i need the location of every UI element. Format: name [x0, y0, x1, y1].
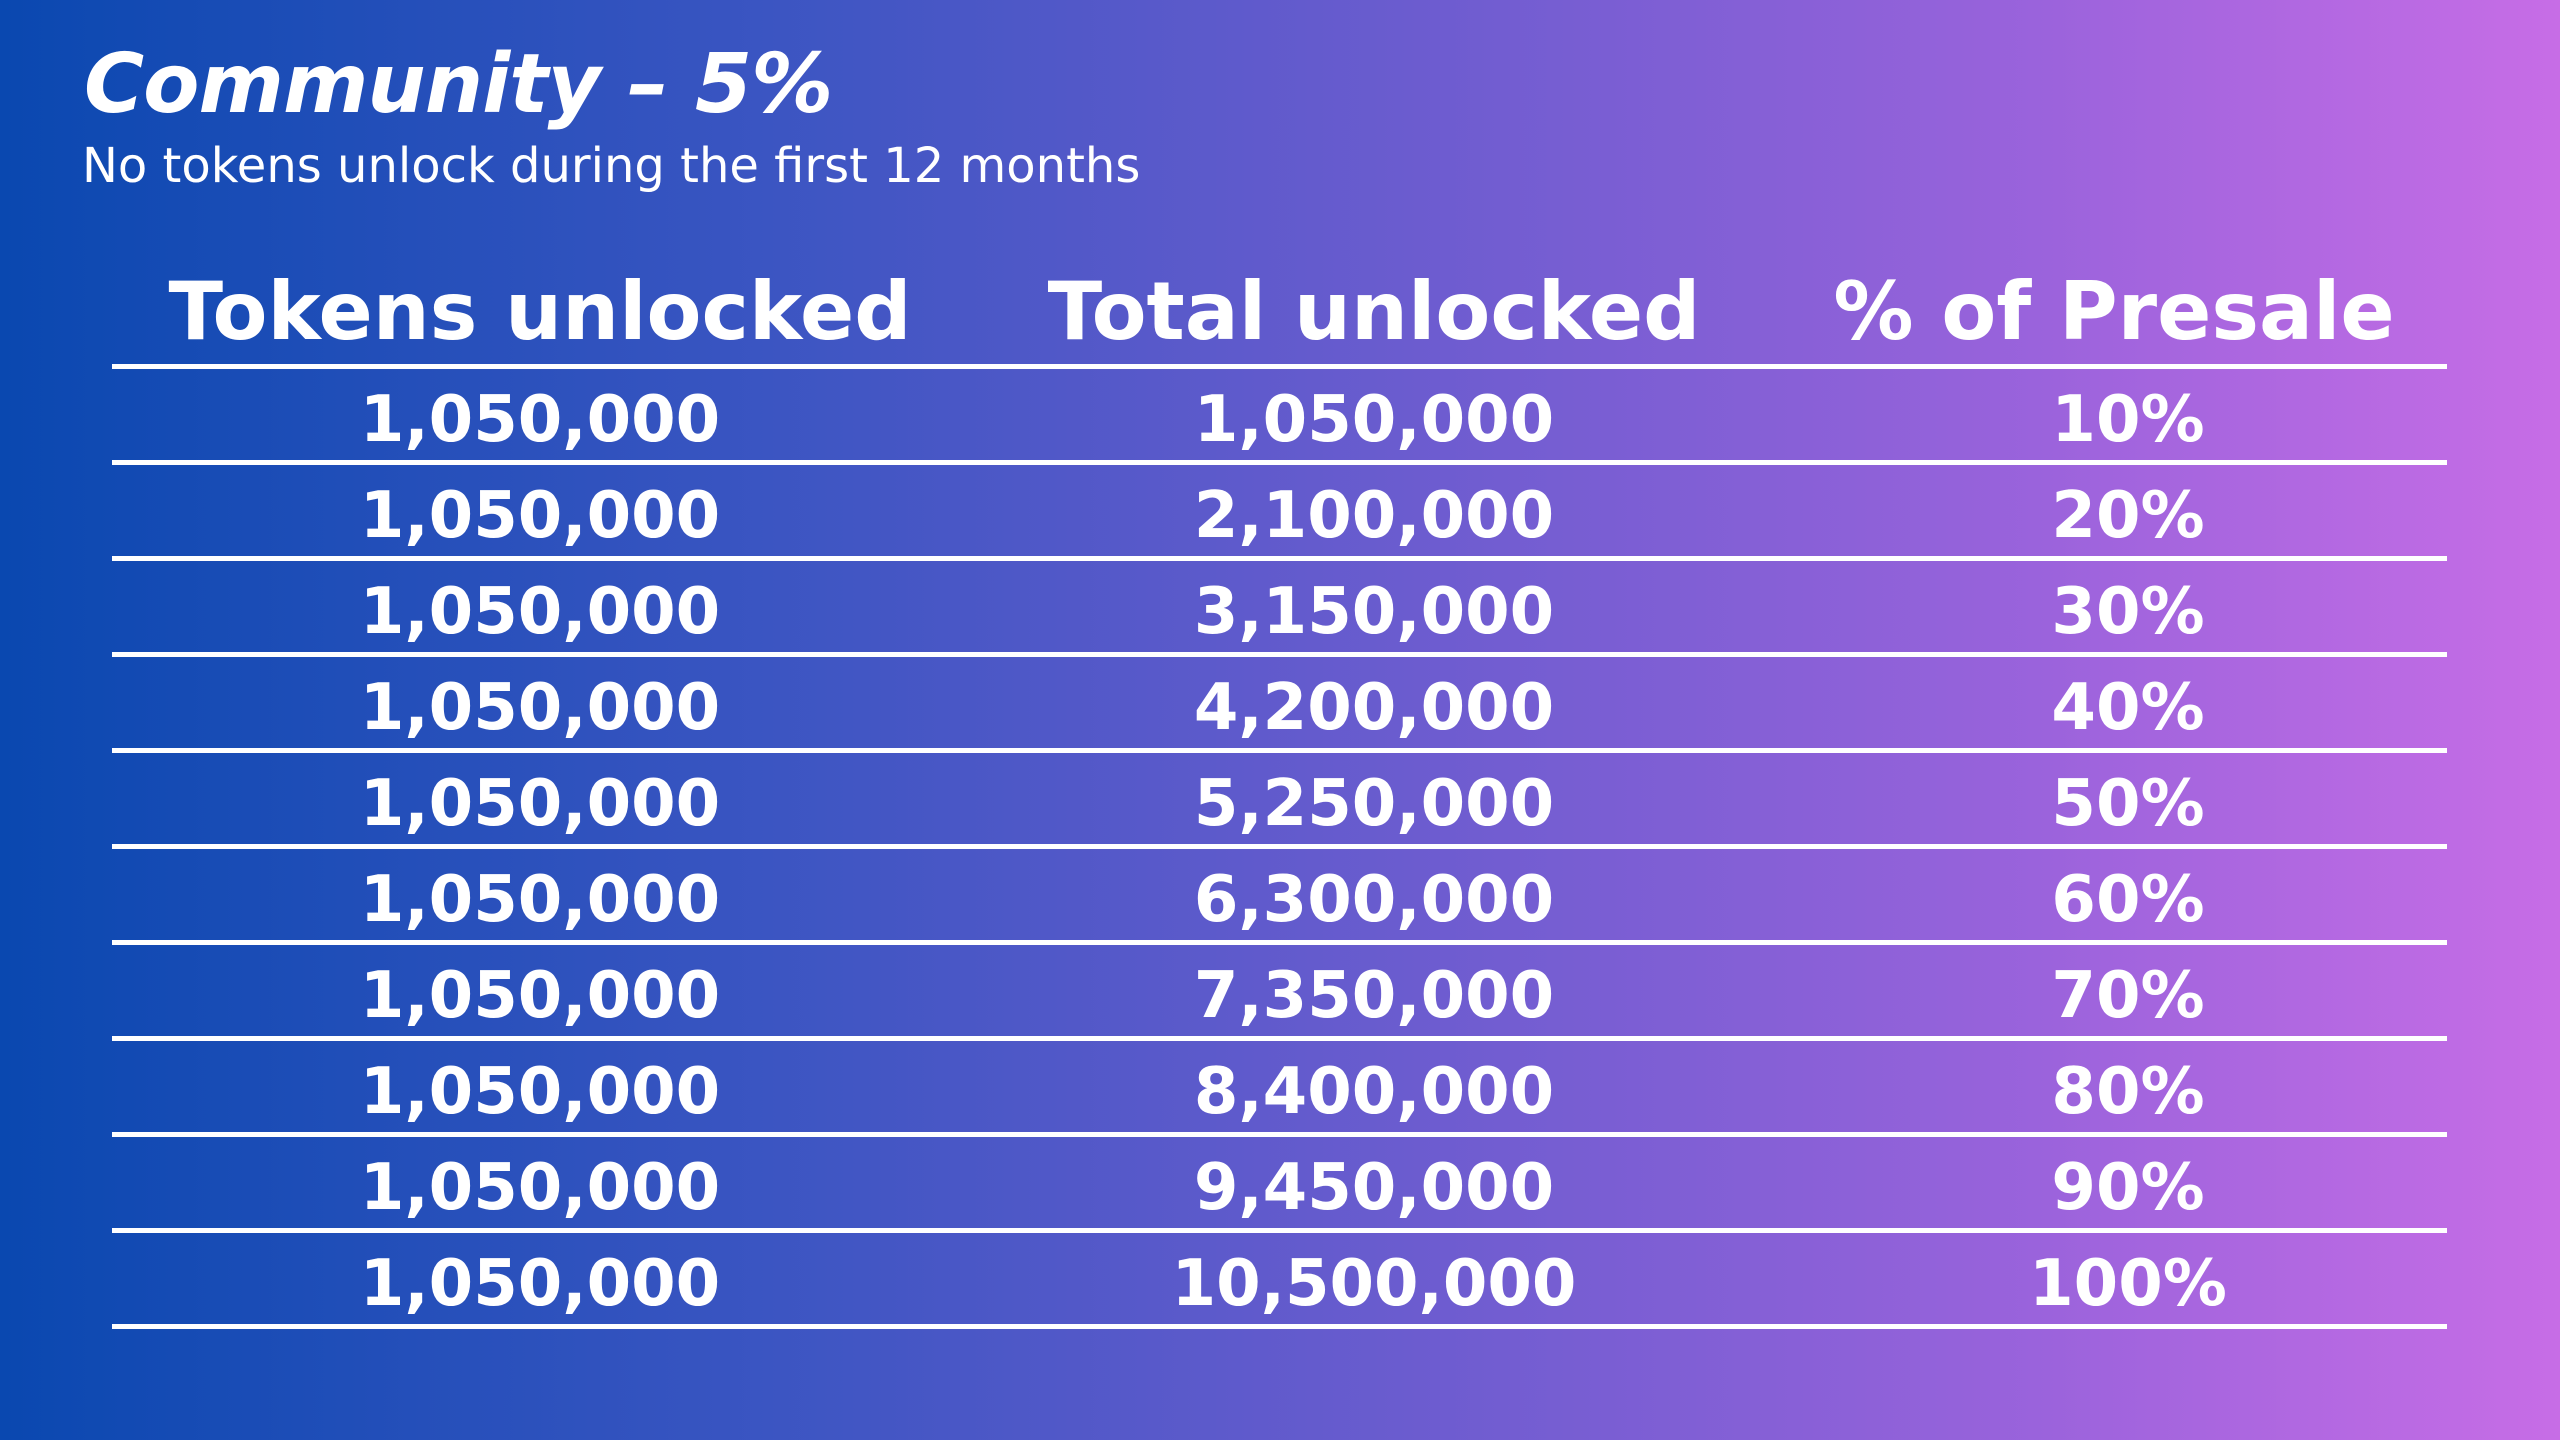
cell-percent-of-presale: 90%	[2051, 1151, 2205, 1225]
cell-tokens-unlocked: 1,050,000	[359, 767, 721, 841]
table-row: 1,050,000 4,200,000 40%	[112, 657, 2447, 753]
cell-total-unlocked: 6,300,000	[1193, 863, 1555, 937]
cell-tokens-unlocked: 1,050,000	[359, 1151, 721, 1225]
cell-total-unlocked: 8,400,000	[1193, 1055, 1555, 1129]
unlock-schedule-table: Tokens unlocked Total unlocked % of Pres…	[112, 258, 2447, 1329]
slide-title: Community – 5%	[84, 37, 833, 132]
slide-subtitle: No tokens unlock during the first 12 mon…	[82, 138, 1141, 194]
header-percent-of-presale: % of Presale	[1833, 265, 2395, 358]
cell-tokens-unlocked: 1,050,000	[359, 671, 721, 745]
cell-tokens-unlocked: 1,050,000	[359, 575, 721, 649]
table-row: 1,050,000 7,350,000 70%	[112, 945, 2447, 1041]
cell-tokens-unlocked: 1,050,000	[359, 383, 721, 457]
cell-total-unlocked: 10,500,000	[1171, 1247, 1577, 1321]
cell-percent-of-presale: 70%	[2051, 959, 2205, 1033]
cell-total-unlocked: 2,100,000	[1193, 479, 1555, 553]
cell-total-unlocked: 1,050,000	[1193, 383, 1555, 457]
header-tokens-unlocked: Tokens unlocked	[168, 265, 912, 358]
table-row: 1,050,000 3,150,000 30%	[112, 561, 2447, 657]
cell-total-unlocked: 5,250,000	[1193, 767, 1555, 841]
table-row: 1,050,000 2,100,000 20%	[112, 465, 2447, 561]
cell-tokens-unlocked: 1,050,000	[359, 1247, 721, 1321]
table-row: 1,050,000 5,250,000 50%	[112, 753, 2447, 849]
cell-total-unlocked: 7,350,000	[1193, 959, 1555, 1033]
table-header-row: Tokens unlocked Total unlocked % of Pres…	[112, 258, 2447, 369]
table-row: 1,050,000 8,400,000 80%	[112, 1041, 2447, 1137]
cell-percent-of-presale: 100%	[2029, 1247, 2227, 1321]
cell-total-unlocked: 3,150,000	[1193, 575, 1555, 649]
cell-tokens-unlocked: 1,050,000	[359, 1055, 721, 1129]
cell-percent-of-presale: 40%	[2051, 671, 2205, 745]
cell-percent-of-presale: 30%	[2051, 575, 2205, 649]
cell-tokens-unlocked: 1,050,000	[359, 863, 721, 937]
cell-total-unlocked: 4,200,000	[1193, 671, 1555, 745]
cell-percent-of-presale: 10%	[2051, 383, 2205, 457]
table-row: 1,050,000 6,300,000 60%	[112, 849, 2447, 945]
table-row: 1,050,000 9,450,000 90%	[112, 1137, 2447, 1233]
table-row: 1,050,000 1,050,000 10%	[112, 369, 2447, 465]
cell-tokens-unlocked: 1,050,000	[359, 959, 721, 1033]
header-total-unlocked: Total unlocked	[1047, 265, 1701, 358]
cell-total-unlocked: 9,450,000	[1193, 1151, 1555, 1225]
cell-percent-of-presale: 80%	[2051, 1055, 2205, 1129]
cell-percent-of-presale: 50%	[2051, 767, 2205, 841]
cell-percent-of-presale: 20%	[2051, 479, 2205, 553]
table-row: 1,050,000 10,500,000 100%	[112, 1233, 2447, 1329]
cell-tokens-unlocked: 1,050,000	[359, 479, 721, 553]
cell-percent-of-presale: 60%	[2051, 863, 2205, 937]
